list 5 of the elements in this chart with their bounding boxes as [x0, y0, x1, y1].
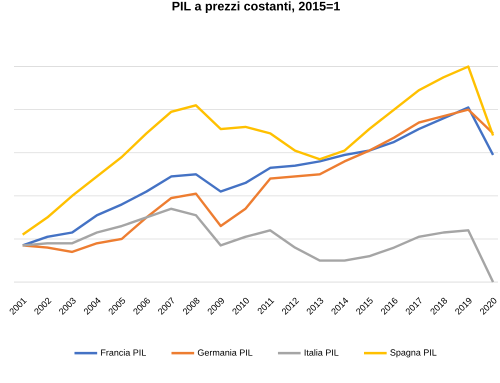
chart-title: PIL a prezzi costanti, 2015=1	[172, 1, 340, 13]
legend-label: Italia PIL	[304, 349, 338, 356]
legend-label: Spagna PIL	[390, 349, 436, 358]
legend-label: Germania PIL	[198, 349, 252, 356]
legend-label: Francia PIL	[101, 349, 146, 356]
